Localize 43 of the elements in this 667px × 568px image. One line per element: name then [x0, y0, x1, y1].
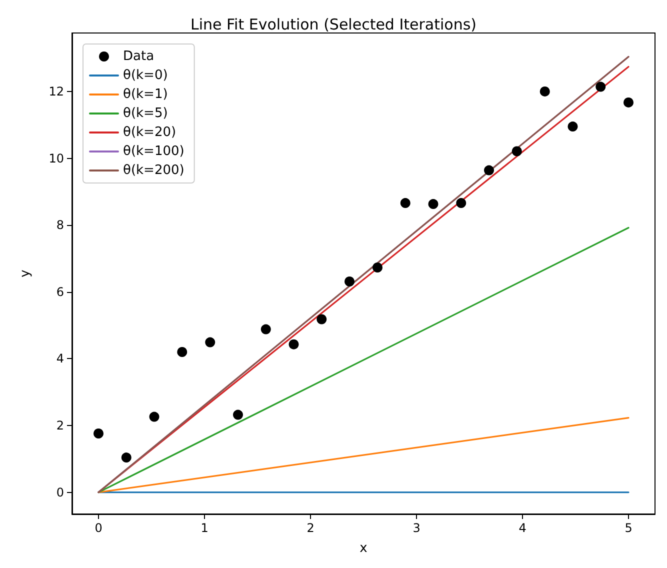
chart-title: Line Fit Evolution (Selected Iterations)	[190, 16, 477, 34]
point	[177, 347, 188, 357]
legend-label: θ(k=1)	[123, 87, 168, 102]
point	[540, 86, 550, 96]
point	[288, 339, 299, 350]
point	[316, 314, 327, 324]
point	[372, 262, 382, 272]
legend-label: θ(k=100)	[123, 144, 184, 159]
point	[428, 199, 438, 210]
point	[400, 198, 410, 208]
point	[205, 337, 216, 348]
y-tick-label: 6	[56, 284, 64, 299]
point	[596, 82, 606, 92]
legend-label: θ(k=5)	[123, 106, 168, 121]
legend-label: θ(k=0)	[123, 68, 168, 83]
y-tick-label: 10	[48, 151, 64, 166]
x-tick-label: 5	[624, 521, 632, 535]
x-tick-label: 2	[306, 521, 314, 535]
point	[624, 97, 634, 108]
y-tick-label: 2	[56, 418, 64, 432]
y-tick-label: 12	[48, 84, 64, 98]
point	[512, 146, 522, 156]
point	[344, 276, 355, 287]
x-tick-label: 4	[518, 521, 526, 535]
point	[94, 428, 104, 438]
point	[233, 410, 243, 420]
y-tick-label: 4	[56, 352, 64, 366]
point	[260, 324, 271, 334]
point	[149, 412, 160, 422]
point	[456, 198, 466, 208]
point	[121, 452, 132, 463]
point	[484, 165, 494, 176]
legend-label: θ(k=20)	[123, 125, 176, 140]
y-tick-label: 8	[56, 218, 64, 232]
y-axis-title: y	[18, 269, 33, 278]
legend-label: θ(k=200)	[123, 163, 184, 178]
x-axis-title: x	[360, 541, 368, 556]
legend-label: Data	[123, 49, 154, 64]
point	[568, 122, 578, 132]
x-tick-label: 0	[94, 521, 102, 535]
x-tick-label: 1	[200, 521, 208, 535]
y-tick-label: 0	[56, 485, 64, 500]
x-tick-label: 3	[412, 521, 420, 535]
